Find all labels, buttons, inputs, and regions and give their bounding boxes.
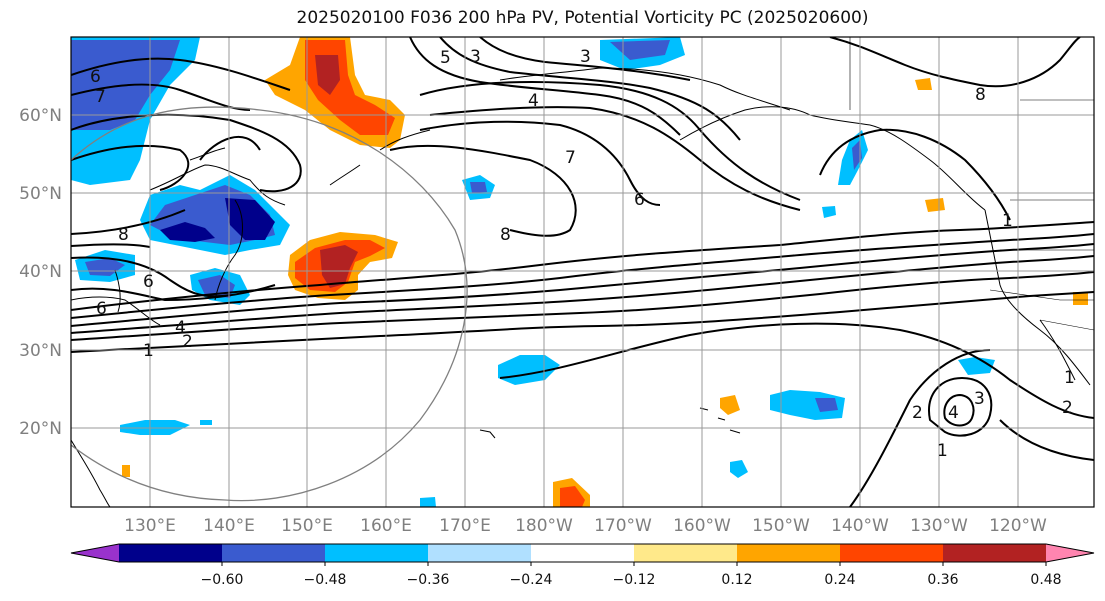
contour-label: 2	[182, 332, 193, 352]
lon-label: 160°E	[360, 516, 412, 536]
positive-pv-anomaly-shading	[122, 37, 1088, 507]
colorbar-tick-label: 0.24	[824, 572, 855, 588]
contour-label: 6	[634, 190, 645, 210]
map-border	[70, 36, 1095, 508]
contour-label: 8	[975, 85, 986, 105]
colorbar-tick-label: −0.48	[304, 572, 347, 588]
contour-label: 4	[175, 318, 186, 338]
contour-label: 4	[948, 403, 959, 423]
colorbar-tick-label: −0.12	[613, 572, 656, 588]
contour-label: 7	[565, 148, 576, 168]
contour-label: 1	[143, 341, 154, 361]
contour-label: 8	[118, 225, 129, 245]
lon-label: 160°W	[673, 516, 731, 536]
colorbar-bin	[531, 544, 635, 562]
colorbar-tick-label: −0.60	[201, 572, 244, 588]
lat-lon-grid	[71, 37, 1094, 507]
colorbar-tick-label: 0.36	[927, 572, 958, 588]
latitude-labels: 60°N 50°N 40°N 30°N 20°N	[19, 106, 62, 439]
contour-labels: 6 7 8 6 6 4 2 1 5 3 3 4 7 6 8 8 1 2 3 4 …	[90, 47, 1075, 461]
colorbar-bin	[840, 544, 944, 562]
contour-label: 1	[1064, 368, 1075, 388]
lon-label: 130°W	[910, 516, 968, 536]
colorbar-outline	[70, 543, 1095, 563]
contour-label: 5	[440, 48, 451, 68]
contour-label: 3	[470, 47, 481, 67]
colorbar-tick-label: 0.12	[721, 572, 752, 588]
lon-label: 140°W	[831, 516, 889, 536]
lon-label: 180°W	[515, 516, 573, 536]
lon-label: 170°E	[439, 516, 491, 536]
contour-label: 8	[500, 225, 511, 245]
lon-label: 150°E	[281, 516, 333, 536]
contour-label: 2	[1062, 398, 1073, 418]
contour-label: 6	[143, 272, 154, 292]
colorbar-tick-label: −0.36	[407, 572, 450, 588]
contour-label: 2	[912, 403, 923, 423]
lon-label: 130°E	[124, 516, 176, 536]
colorbar-bin	[325, 544, 429, 562]
lon-label: 140°E	[203, 516, 255, 536]
contour-label: 1	[1002, 211, 1013, 231]
lat-label: 30°N	[19, 341, 62, 361]
map-title: 2025020100 F036 200 hPa PV, Potential Vo…	[296, 8, 869, 28]
longitude-labels: 130°E 140°E 150°E 160°E 170°E 180°W 170°…	[124, 516, 1047, 536]
contour-label: 4	[528, 91, 539, 111]
coastlines	[71, 67, 1091, 507]
colorbar-extension-high	[1046, 544, 1094, 562]
lon-label: 150°W	[752, 516, 810, 536]
colorbar: −0.60 −0.48 −0.36 −0.24 −0.12 0.12 0.24 0.36 0.4…	[70, 543, 1095, 588]
contour-label: 7	[95, 87, 106, 107]
lat-label: 20°N	[19, 419, 62, 439]
contour-label: 6	[96, 299, 107, 319]
lon-label: 170°W	[594, 516, 652, 536]
contour-label: 3	[974, 389, 985, 409]
contour-label: 3	[580, 47, 591, 67]
colorbar-extension-low	[71, 544, 119, 562]
colorbar-tick-label: −0.24	[510, 572, 553, 588]
colorbar-bin	[943, 544, 1047, 562]
range-circle	[71, 106, 468, 502]
colorbar-bin	[634, 544, 738, 562]
colorbar-tick-label: 0.48	[1030, 572, 1061, 588]
colorbar-bin	[737, 544, 841, 562]
lat-label: 40°N	[19, 262, 62, 282]
lat-label: 50°N	[19, 184, 62, 204]
lon-label: 120°W	[989, 516, 1047, 536]
colorbar-bin	[428, 544, 532, 562]
negative-pv-anomaly-shading	[71, 37, 995, 507]
colorbar-bin	[222, 544, 326, 562]
contour-label: 6	[90, 67, 101, 87]
colorbar-bin	[119, 544, 223, 562]
lat-label: 60°N	[19, 106, 62, 126]
contour-label: 1	[937, 441, 948, 461]
